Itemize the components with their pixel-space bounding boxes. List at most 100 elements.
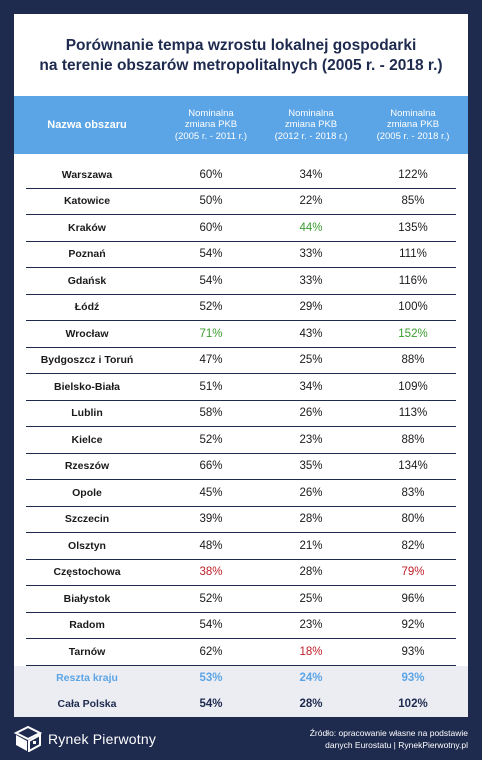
value-2005-2011: 71% (199, 327, 223, 340)
area-name: Poznań (68, 248, 106, 261)
value-2005-2011: 53% (199, 672, 223, 685)
table-row: Warszawa 60% 34% 122% (26, 162, 456, 189)
table-row: Poznań 54% 33% 111% (26, 242, 456, 268)
value-2005-2018: 85% (401, 195, 425, 208)
table-row: Lublin 58% 26% 113% (26, 401, 456, 427)
area-name: Olsztyn (68, 539, 106, 552)
table-row: Rzeszów 66% 35% 134% (26, 454, 456, 480)
value-2005-2018: 116% (398, 274, 428, 287)
area-name: Opole (72, 486, 102, 499)
value-2005-2018: 134% (398, 460, 428, 473)
area-name: Gdańsk (67, 274, 107, 287)
value-2012-2018: 26% (299, 407, 323, 420)
area-name: Łódź (74, 301, 100, 314)
value-2012-2018: 44% (299, 221, 323, 234)
table-row: Łódź 52% 29% 100% (26, 295, 456, 321)
table-row-rest-of-country: Reszta kraju 53% 24% 93% (14, 665, 468, 691)
value-2012-2018: 28% (299, 566, 323, 579)
value-2005-2018: 122% (398, 168, 428, 181)
cube-logo-icon (14, 726, 42, 752)
value-2005-2018: 83% (401, 486, 425, 499)
value-2005-2018: 96% (401, 592, 425, 605)
area-name: Wrocław (65, 327, 109, 340)
value-2005-2018: 93% (401, 672, 425, 685)
value-2005-2018: 88% (401, 354, 425, 367)
header-col-2005-2011: Nominalna zmiana PKB (2005 r. - 2011 r.) (160, 96, 262, 154)
value-2012-2018: 25% (299, 354, 323, 367)
table-row: Bielsko-Biała 51% 34% 109% (26, 374, 456, 401)
value-2012-2018: 23% (299, 619, 323, 632)
header-col-2005-2018: Nominalna zmiana PKB (2005 r. - 2018 r.) (362, 96, 464, 154)
table-row: Częstochowa 38% 28% 79% (26, 560, 456, 586)
value-2005-2011: 54% (199, 697, 223, 710)
table-row: Opole 45% 26% 83% (26, 480, 456, 507)
title-line-1: Porównanie tempa wzrostu lokalnej gospod… (65, 37, 417, 54)
value-2005-2011: 52% (199, 592, 223, 605)
value-2005-2011: 62% (199, 645, 223, 658)
area-name: Kraków (68, 221, 106, 234)
area-name: Białystok (63, 592, 111, 605)
area-name: Warszawa (61, 168, 113, 181)
table-row: Białystok 52% 25% 96% (26, 586, 456, 613)
value-2012-2018: 43% (299, 327, 323, 340)
value-2012-2018: 23% (299, 433, 323, 446)
value-2005-2018: 113% (398, 407, 428, 420)
header-col-2012-2018: Nominalna zmiana PKB (2012 r. - 2018 r.) (260, 96, 362, 154)
value-2005-2011: 47% (199, 354, 223, 367)
table-row: Radom 54% 23% 92% (26, 613, 456, 639)
source-line-1: Źródło: opracowanie własne na podstawie (309, 728, 468, 738)
value-2005-2011: 52% (199, 433, 223, 446)
area-name: Katowice (63, 195, 111, 208)
value-2005-2011: 60% (199, 168, 223, 181)
source-note: Źródło: opracowanie własne na podstawie … (248, 727, 468, 751)
area-name: Bydgoszcz i Toruń (40, 354, 134, 367)
value-2012-2018: 34% (299, 168, 323, 181)
area-name: Radom (69, 619, 105, 632)
value-2005-2018: 135% (398, 221, 428, 234)
area-name: Rzeszów (64, 460, 110, 473)
value-2005-2018: 93% (401, 645, 425, 658)
value-2012-2018: 28% (299, 513, 323, 526)
value-2005-2018: 109% (398, 380, 428, 393)
value-2005-2011: 51% (199, 380, 223, 393)
value-2005-2018: 100% (398, 301, 428, 314)
infographic-card: Porównanie tempa wzrostu lokalnej gospod… (14, 14, 468, 717)
area-name: Cała Polska (57, 697, 117, 710)
value-2012-2018: 29% (299, 301, 323, 314)
value-2005-2011: 48% (199, 539, 223, 552)
header-area-name: Nazwa obszaru (47, 119, 127, 131)
table-row: Bydgoszcz i Toruń 47% 25% 88% (26, 348, 456, 374)
value-2005-2011: 60% (199, 221, 223, 234)
value-2005-2018: 80% (401, 513, 425, 526)
value-2012-2018: 35% (299, 460, 323, 473)
page-title: Porównanie tempa wzrostu lokalnej gospod… (14, 36, 468, 76)
table-header: Nazwa obszaru Nominalna zmiana PKB (2005… (14, 96, 468, 154)
area-name: Kielce (71, 433, 103, 446)
table-body: Warszawa 60% 34% 122% Katowice 50% 22% 85% Kra… (14, 162, 468, 717)
value-2005-2011: 45% (199, 486, 223, 499)
value-2005-2018: 102% (398, 697, 428, 710)
value-2012-2018: 28% (299, 697, 323, 710)
title-line-2: na terenie obszarów metropolitalnych (20… (39, 57, 443, 74)
brand-logo: Rynek Pierwotny (14, 726, 156, 752)
table-row: Katowice 50% 22% 85% (26, 189, 456, 215)
value-2005-2011: 54% (199, 274, 223, 287)
table-row-whole-poland: Cała Polska 54% 28% 102% (14, 691, 468, 717)
value-2005-2011: 58% (199, 407, 223, 420)
table-row: Olsztyn 48% 21% 82% (26, 533, 456, 560)
area-name: Lublin (71, 407, 103, 420)
header-col-2012-2018-label: Nominalna zmiana PKB (2012 r. - 2018 r.) (274, 107, 348, 142)
value-2005-2011: 54% (199, 248, 223, 261)
value-2012-2018: 21% (299, 539, 323, 552)
area-name: Częstochowa (53, 566, 121, 579)
value-2005-2011: 52% (199, 301, 223, 314)
value-2005-2018: 79% (401, 566, 425, 579)
value-2005-2011: 66% (199, 460, 223, 473)
value-2012-2018: 25% (299, 592, 323, 605)
area-name: Szczecin (64, 513, 110, 526)
table-row: Tarnów 62% 18% 93% (26, 639, 456, 666)
value-2005-2018: 82% (401, 539, 425, 552)
value-2005-2018: 111% (399, 248, 427, 261)
area-name: Bielsko-Biała (54, 380, 120, 393)
value-2012-2018: 22% (299, 195, 323, 208)
